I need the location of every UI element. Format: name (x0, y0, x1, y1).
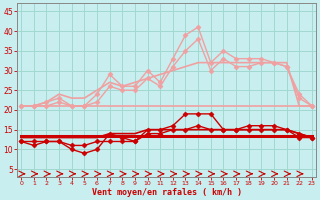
X-axis label: Vent moyen/en rafales ( km/h ): Vent moyen/en rafales ( km/h ) (92, 188, 242, 197)
